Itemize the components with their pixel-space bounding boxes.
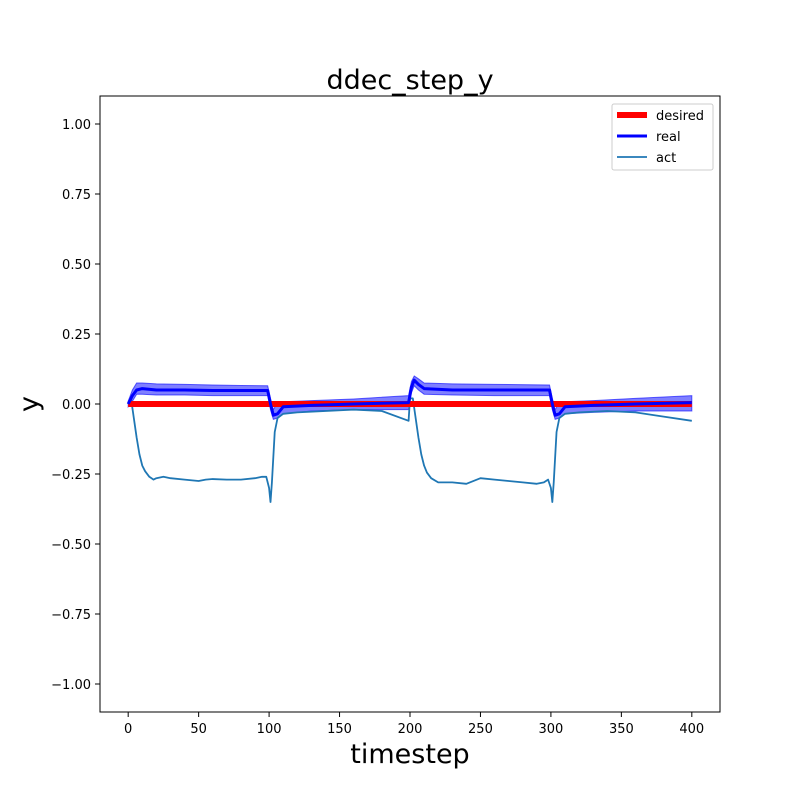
y-tick-label: −0.50 [51,538,91,553]
x-tick-label: 50 [190,722,207,737]
legend-label-desired: desired [656,109,704,124]
x-tick-label: 350 [609,722,634,737]
x-axis-label: timestep [350,739,469,770]
x-tick-label: 0 [124,722,132,737]
y-tick-label: 0.50 [62,258,91,273]
plot-area [126,375,693,503]
x-tick-label: 250 [468,722,493,737]
legend-frame [611,103,714,171]
y-tick-label: 0.25 [62,328,91,343]
y-tick-label: −1.00 [51,678,91,693]
y-axis-label: y [14,396,45,412]
x-tick-label: 200 [398,722,423,737]
x-tick-label: 400 [679,722,704,737]
y-tick-label: 0.75 [62,188,91,203]
x-axis: 0 50 100 150 200 250 300 350 400 [124,712,704,737]
x-tick-label: 150 [327,722,352,737]
x-tick-label: 100 [257,722,282,737]
y-tick-label: −0.75 [51,608,91,623]
y-tick-label: 0.00 [62,398,91,413]
y-axis: −1.00 −0.75 −0.50 −0.25 0.00 0.25 0.50 0.75 1.00 [51,118,100,693]
legend-label-act: act [656,151,676,166]
chart-title: ddec_step_y [326,65,493,96]
legend: desired real act [611,103,714,171]
series-line-real [126,378,692,417]
x-tick-label: 300 [538,722,563,737]
y-tick-label: −0.25 [51,468,91,483]
y-tick-label: 1.00 [62,118,91,133]
series-line-act [127,397,692,503]
legend-label-real: real [656,130,681,145]
